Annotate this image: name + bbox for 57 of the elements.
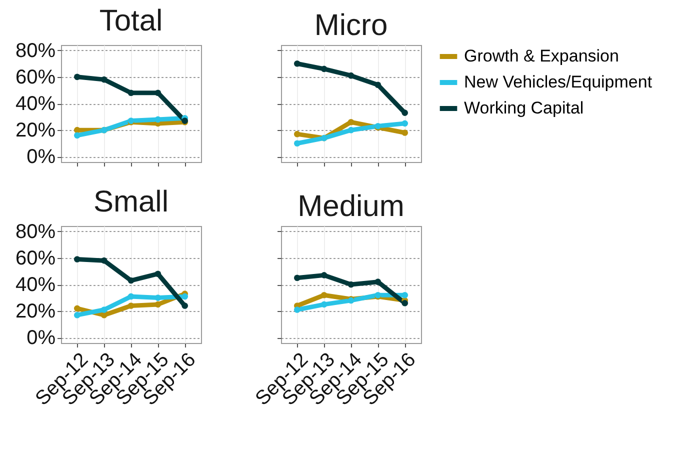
chart-title: Small — [93, 185, 169, 218]
point — [320, 301, 328, 308]
point — [182, 293, 188, 300]
point — [74, 312, 80, 318]
y-tick-label: 20% — [15, 300, 56, 323]
chart-title: Micro — [314, 9, 388, 42]
point — [348, 72, 354, 79]
point — [182, 302, 188, 309]
point — [154, 294, 162, 301]
y-tick-label: 80% — [15, 40, 56, 62]
legend-label: Working Capital — [464, 98, 584, 118]
point — [74, 256, 80, 262]
point — [374, 278, 382, 285]
point — [320, 66, 328, 72]
point — [128, 277, 134, 284]
legend-label: New Vehicles/Equipment — [464, 72, 652, 92]
point — [74, 74, 80, 80]
y-tick-label: 20% — [15, 120, 56, 142]
point — [294, 130, 300, 138]
point — [320, 292, 328, 298]
point — [128, 90, 134, 96]
point — [294, 274, 300, 282]
point — [154, 90, 162, 96]
chart-title: Medium — [298, 190, 404, 223]
y-tick-label: 0% — [26, 327, 56, 350]
point — [320, 272, 328, 278]
y-tick-label: 60% — [15, 66, 56, 88]
point — [100, 306, 108, 313]
point — [154, 116, 162, 123]
legend-label: Growth & Expansion — [464, 46, 619, 66]
point — [100, 76, 108, 83]
point — [294, 140, 300, 147]
point — [74, 132, 80, 139]
point — [402, 110, 408, 116]
point — [348, 126, 354, 134]
y-tick-label: 40% — [15, 93, 56, 115]
point — [374, 82, 382, 88]
chart-title: Total — [99, 4, 163, 38]
point — [294, 60, 300, 67]
y-tick-label: 40% — [15, 274, 56, 296]
point — [154, 270, 162, 278]
point — [294, 306, 300, 313]
point — [348, 118, 354, 126]
point — [154, 301, 162, 308]
point — [402, 292, 408, 298]
point — [74, 126, 80, 134]
point — [402, 120, 408, 127]
point — [74, 305, 80, 312]
point — [348, 281, 354, 288]
y-tick-label: 80% — [15, 220, 56, 243]
y-tick-label: 60% — [15, 247, 56, 270]
point — [100, 257, 108, 264]
point — [402, 130, 408, 136]
point — [402, 300, 408, 306]
point — [128, 293, 134, 300]
point — [128, 302, 134, 309]
y-tick-label: 0% — [26, 146, 56, 168]
